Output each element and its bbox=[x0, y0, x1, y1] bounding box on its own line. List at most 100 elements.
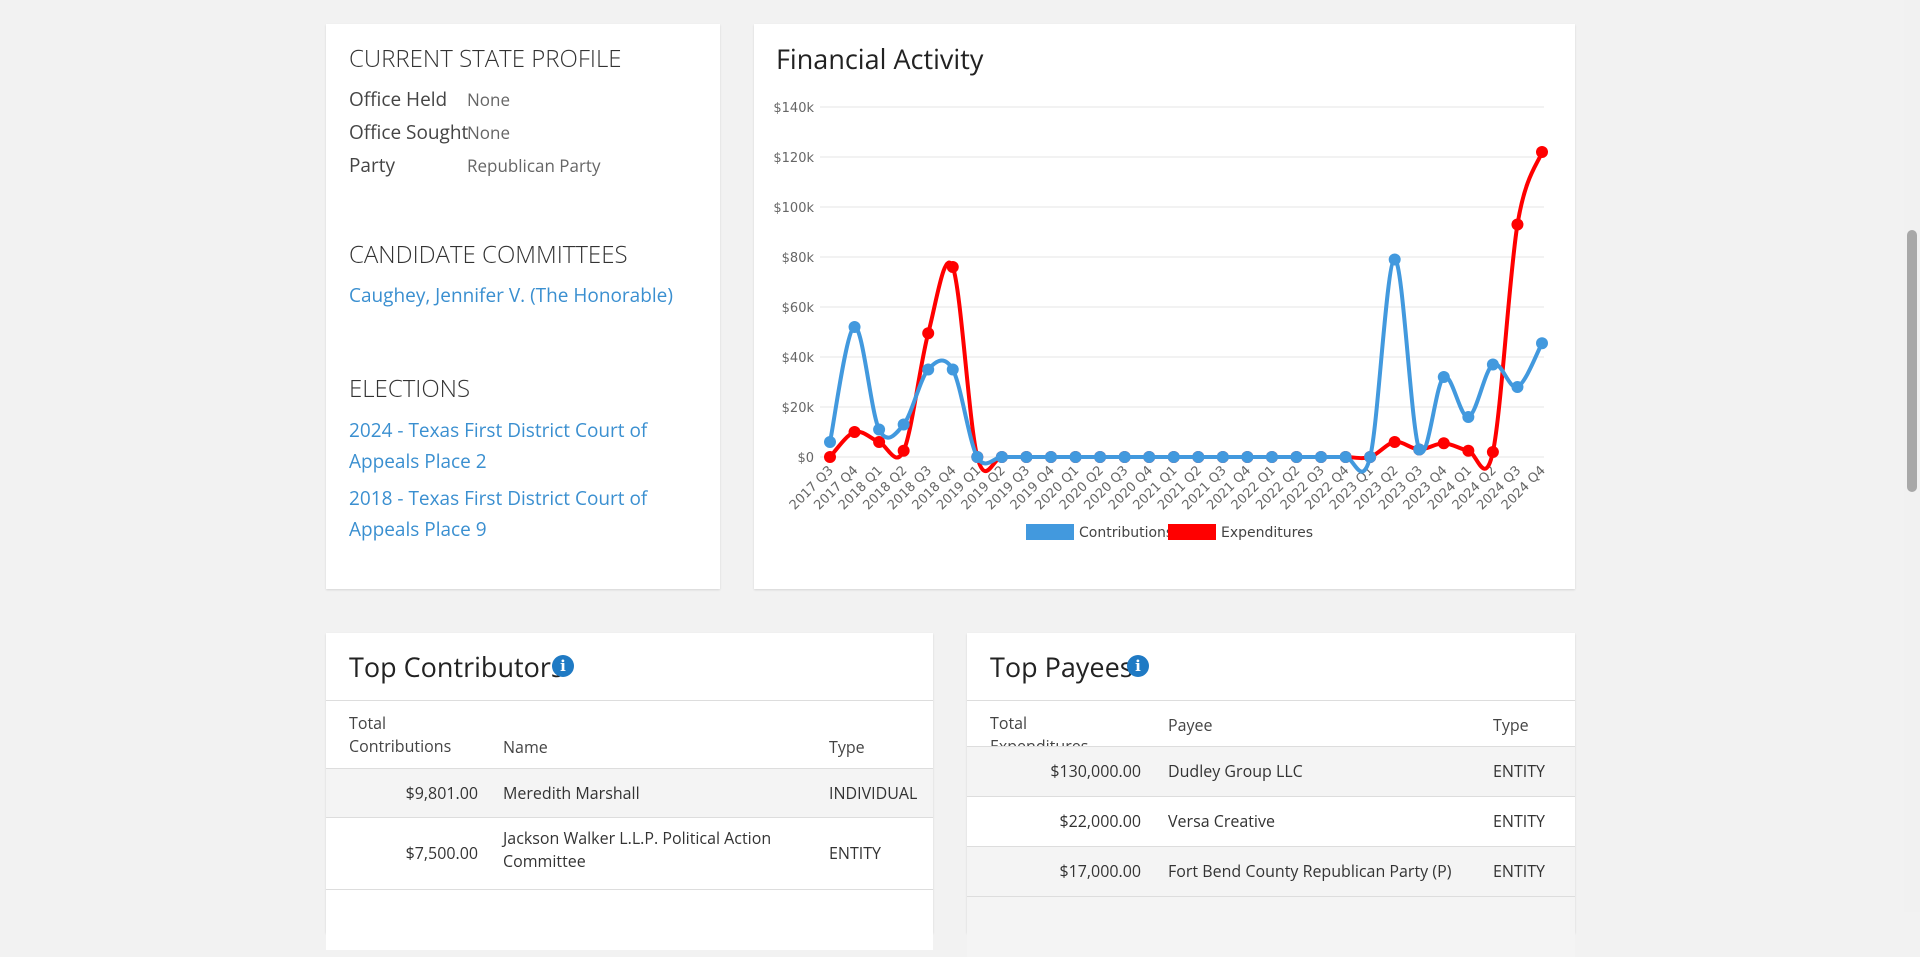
point bbox=[848, 426, 861, 438]
series-line bbox=[828, 151, 1544, 474]
point bbox=[1437, 371, 1450, 383]
payees-title: Top Payees bbox=[990, 648, 1133, 685]
point bbox=[946, 261, 959, 273]
y-tick-label: $140k bbox=[773, 101, 814, 116]
profile-label: Party bbox=[349, 152, 396, 178]
table-cell: ENTITY bbox=[1493, 860, 1545, 882]
column-header: Payee bbox=[1168, 714, 1213, 736]
table-row bbox=[967, 896, 1575, 957]
info-icon[interactable]: i bbox=[1127, 655, 1149, 677]
point bbox=[1511, 381, 1524, 393]
point bbox=[1511, 218, 1524, 231]
point bbox=[922, 363, 935, 376]
point bbox=[922, 327, 935, 340]
point bbox=[1536, 146, 1548, 158]
table-row bbox=[326, 768, 933, 818]
legend-swatch bbox=[1168, 524, 1216, 540]
point bbox=[1462, 411, 1475, 423]
column-header: Name bbox=[503, 736, 548, 758]
column-header: Total Contributions bbox=[349, 712, 452, 757]
point bbox=[1094, 451, 1107, 463]
table-cell[interactable]: Versa Creative bbox=[1168, 810, 1275, 832]
point bbox=[897, 418, 910, 431]
point bbox=[1413, 443, 1426, 456]
point bbox=[1167, 451, 1180, 463]
profile-title: CURRENT STATE PROFILE bbox=[349, 42, 622, 75]
table-cell[interactable]: Meredith Marshall bbox=[503, 781, 640, 804]
point bbox=[897, 444, 910, 457]
elections-title: ELECTIONS bbox=[349, 372, 471, 405]
point bbox=[1364, 451, 1377, 463]
point bbox=[1044, 451, 1057, 463]
table-cell: $7,500.00 bbox=[405, 842, 478, 864]
point bbox=[1486, 446, 1499, 458]
scrollbar[interactable] bbox=[1904, 0, 1920, 912]
profile-value: None bbox=[467, 121, 510, 144]
point bbox=[1290, 451, 1303, 463]
committee-link[interactable]: Caughey, Jennifer V. (The Honorable) bbox=[349, 282, 673, 308]
election-link[interactable]: 2018 - Texas First District Court of App… bbox=[349, 485, 648, 542]
legend-label: Contributions bbox=[1079, 525, 1173, 541]
contributors-card: Top Contributors i Total Contributions Na… bbox=[326, 633, 933, 950]
chart-card: Financial Activity $0 $20k $40k $60k $80k $10… bbox=[754, 24, 1575, 589]
info-icon[interactable]: i bbox=[552, 655, 574, 677]
point bbox=[824, 436, 836, 448]
column-header: Type bbox=[1493, 714, 1529, 736]
point bbox=[1020, 451, 1033, 463]
table-cell: $17,000.00 bbox=[1059, 860, 1141, 882]
point bbox=[1388, 253, 1401, 266]
table-cell: ENTITY bbox=[1493, 810, 1545, 832]
table-row bbox=[326, 817, 933, 890]
point bbox=[1536, 337, 1548, 350]
committees-title: CANDIDATE COMMITTEES bbox=[349, 238, 628, 271]
table-row bbox=[326, 889, 933, 950]
column-header: Type bbox=[829, 736, 865, 758]
point bbox=[1486, 358, 1499, 371]
table-cell: $9,801.00 bbox=[405, 781, 478, 804]
profile-value: None bbox=[467, 88, 510, 111]
table-cell[interactable]: Jackson Walker L.L.P. Political Action C… bbox=[503, 827, 772, 872]
point bbox=[971, 451, 984, 463]
point bbox=[1069, 451, 1082, 463]
page: CURRENT STATE PROFILE Office Held None Off… bbox=[326, 0, 1920, 950]
legend-label: Expenditures bbox=[1221, 525, 1313, 541]
point bbox=[824, 451, 836, 463]
y-tick-label: $40k bbox=[782, 351, 815, 366]
point bbox=[995, 451, 1008, 463]
y-tick-label: $120k bbox=[773, 151, 814, 166]
y-tick-label: $80k bbox=[782, 251, 815, 266]
point bbox=[1216, 451, 1229, 463]
table-row bbox=[967, 796, 1575, 847]
table-header-line bbox=[326, 700, 933, 701]
table-cell: $22,000.00 bbox=[1059, 810, 1141, 832]
table-row bbox=[967, 846, 1575, 897]
table-cell: ENTITY bbox=[1493, 760, 1545, 782]
point bbox=[1143, 451, 1156, 463]
table-cell[interactable]: Dudley Group LLC bbox=[1168, 760, 1303, 782]
table-header-line bbox=[967, 700, 1575, 701]
profile-card: CURRENT STATE PROFILE Office Held None Off… bbox=[326, 24, 720, 589]
table-row bbox=[967, 746, 1575, 797]
profile-label: Office Held bbox=[349, 86, 448, 112]
point bbox=[1192, 451, 1205, 463]
point bbox=[873, 436, 886, 448]
table-cell: INDIVIDUAL bbox=[829, 781, 918, 804]
y-tick-label: $0 bbox=[797, 451, 814, 466]
legend-swatch bbox=[1026, 524, 1074, 540]
scrollbar-thumb[interactable] bbox=[1907, 230, 1917, 492]
point bbox=[873, 423, 886, 436]
point bbox=[1241, 451, 1254, 463]
point bbox=[1437, 437, 1450, 450]
contributors-title: Top Contributors bbox=[349, 648, 564, 685]
table-cell[interactable]: Fort Bend County Republican Party (P) bbox=[1168, 860, 1452, 882]
point bbox=[1315, 451, 1328, 463]
profile-label: Office Sought bbox=[349, 119, 469, 145]
election-link[interactable]: 2024 - Texas First District Court of App… bbox=[349, 417, 648, 474]
chart-title: Financial Activity bbox=[776, 40, 984, 77]
point bbox=[1118, 451, 1131, 463]
profile-value: Republican Party bbox=[467, 154, 601, 177]
table-cell: ENTITY bbox=[829, 842, 881, 864]
payees-card: Top Payees i Total ExpendituresPayeeType… bbox=[967, 633, 1575, 957]
point bbox=[1265, 451, 1278, 463]
